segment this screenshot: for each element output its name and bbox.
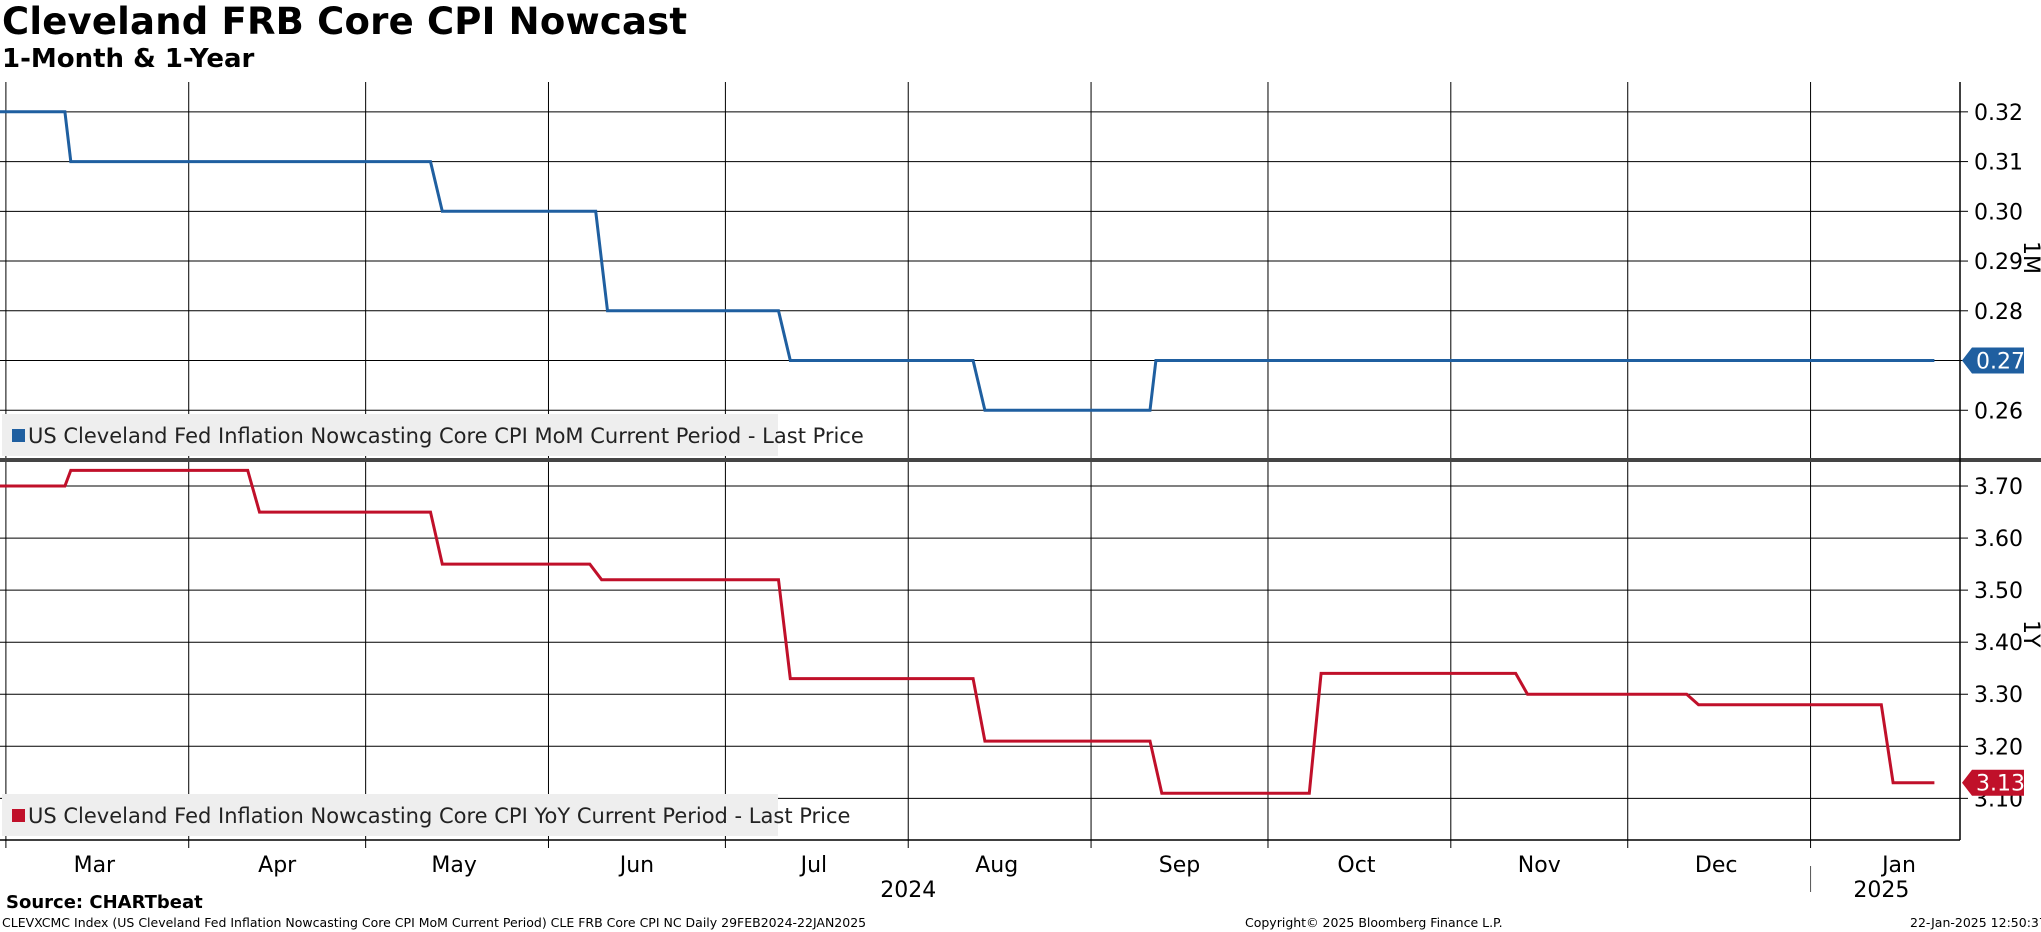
y-tick-label: 0.30: [1974, 200, 2023, 225]
last-value-badge: [1962, 347, 2024, 374]
y-tick-label: 3.50: [1974, 579, 2023, 604]
last-value-label: 3.13: [1976, 772, 2025, 797]
x-tick-label: Apr: [258, 853, 297, 878]
x-tick-label: Jan: [1880, 853, 1916, 878]
x-tick-label: Nov: [1518, 853, 1561, 878]
axis-title-1m: 1M: [2018, 241, 2041, 274]
y-tick-label: 3.70: [1974, 475, 2023, 500]
last-value-badge: [1962, 769, 2024, 796]
x-tick-label: Aug: [975, 853, 1018, 878]
y-tick-label: 3.40: [1974, 631, 2023, 656]
x-tick-label: Jun: [618, 853, 654, 878]
y-tick-label: 3.30: [1974, 683, 2023, 708]
x-tick-label: Oct: [1337, 853, 1375, 878]
series-line-1y: [0, 468, 1935, 795]
x-tick-label: Sep: [1159, 853, 1200, 878]
y-tick-label: 3.20: [1974, 735, 2023, 760]
legend-label: US Cleveland Fed Inflation Nowcasting Co…: [28, 424, 864, 448]
year-label: 2025: [1853, 878, 1909, 903]
y-tick-label: 0.26: [1974, 399, 2023, 424]
legend-swatch: [12, 429, 25, 442]
copyright-text: Copyright© 2025 Bloomberg Finance L.P.: [1245, 915, 1503, 930]
series-line-1m: [0, 110, 1935, 412]
source-label: Source: CHARTbeat: [6, 892, 203, 913]
y-tick-label: 0.32: [1974, 101, 2023, 126]
axis-title-1y: 1Y: [2018, 620, 2041, 648]
x-tick-label: Mar: [74, 853, 116, 878]
legend-box: [2, 794, 778, 836]
last-value-label: 0.27: [1976, 350, 2025, 375]
legend-box: [2, 414, 778, 456]
year-label: 2024: [880, 878, 936, 903]
x-tick-label: Jul: [799, 853, 828, 878]
y-tick-label: 0.31: [1974, 151, 2023, 176]
chart-title: Cleveland FRB Core CPI Nowcast: [2, 0, 688, 43]
x-tick-label: Dec: [1695, 853, 1738, 878]
y-tick-label: 0.29: [1974, 250, 2023, 275]
y-tick-label: 0.28: [1974, 300, 2023, 325]
y-tick-label: 3.60: [1974, 527, 2023, 552]
x-tick-label: May: [431, 853, 476, 878]
legend-swatch: [12, 809, 25, 822]
chart-subtitle: 1-Month & 1-Year: [2, 44, 255, 74]
ticker-description: CLEVXCMC Index (US Cleveland Fed Inflati…: [2, 915, 867, 930]
legend-label: US Cleveland Fed Inflation Nowcasting Co…: [28, 804, 850, 828]
timestamp-text: 22-Jan-2025 12:50:37: [1910, 915, 2041, 930]
